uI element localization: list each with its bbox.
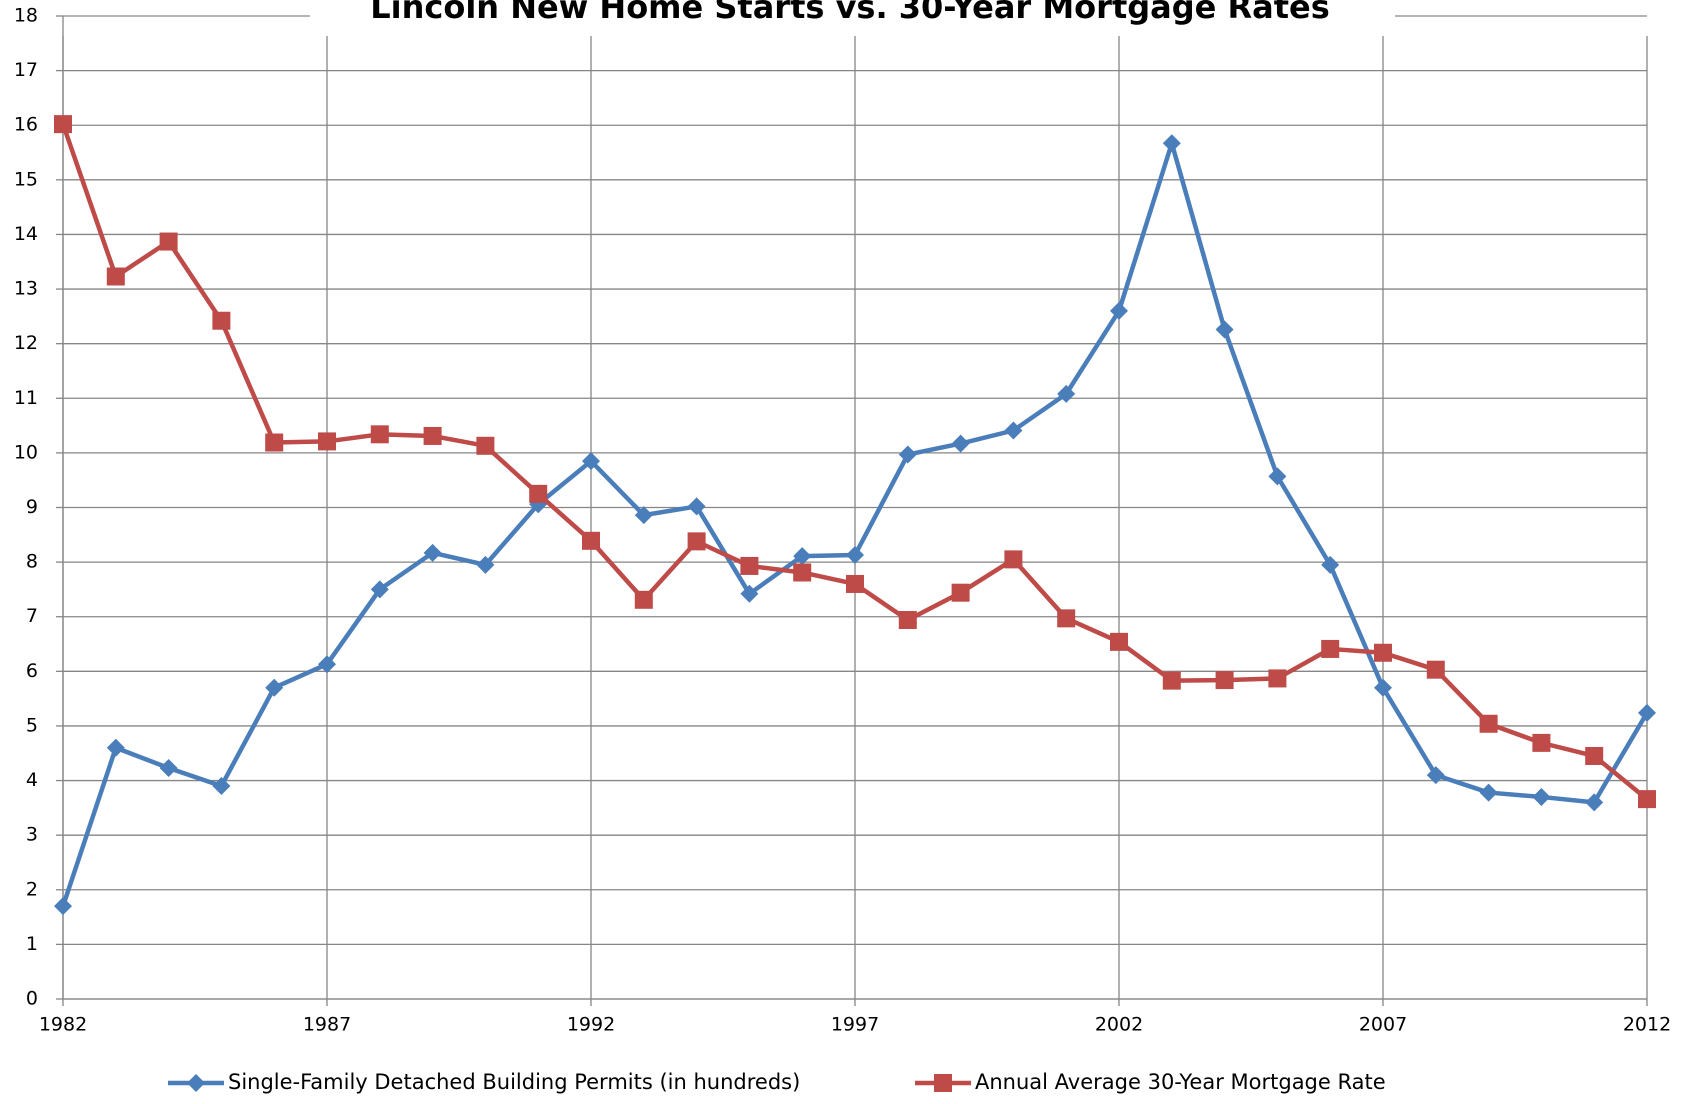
marker	[687, 497, 706, 516]
marker	[634, 590, 653, 609]
marker	[476, 436, 495, 455]
marker	[370, 580, 389, 599]
marker	[54, 897, 72, 916]
marker	[1057, 384, 1076, 403]
marker	[1268, 467, 1287, 486]
marker	[1532, 787, 1551, 806]
marker	[934, 1074, 952, 1092]
marker	[1004, 550, 1023, 569]
y-tick-label: 10	[14, 441, 38, 463]
marker	[1532, 733, 1551, 752]
marker	[370, 425, 389, 444]
marker	[1585, 793, 1604, 812]
y-tick-label: 17	[14, 59, 38, 81]
marker	[1162, 671, 1181, 690]
marker	[212, 311, 231, 330]
y-tick-label: 4	[26, 769, 38, 791]
marker	[793, 563, 812, 582]
marker	[265, 433, 284, 452]
marker	[1479, 783, 1498, 802]
y-tick-label: 8	[26, 551, 38, 573]
marker	[1374, 678, 1392, 697]
legend-label: Single-Family Detached Building Permits …	[228, 1070, 800, 1094]
y-tick-label: 5	[26, 714, 38, 736]
marker	[159, 232, 178, 251]
marker	[582, 531, 600, 550]
marker	[1479, 714, 1498, 733]
marker	[898, 610, 917, 629]
marker	[1638, 790, 1656, 809]
x-tick-label: 1997	[831, 1014, 879, 1036]
title-background	[310, 0, 1395, 27]
y-tick-label: 14	[14, 223, 38, 245]
y-tick-label: 18	[14, 5, 38, 27]
marker	[1321, 639, 1340, 658]
marker	[1110, 632, 1128, 651]
marker	[1374, 643, 1392, 662]
marker	[1426, 766, 1445, 785]
y-tick-label: 9	[26, 496, 38, 518]
marker	[187, 1074, 205, 1092]
y-tick-label: 11	[14, 387, 38, 409]
marker	[1268, 669, 1287, 688]
y-tick-label: 1	[26, 933, 38, 955]
marker	[951, 434, 970, 453]
marker	[1057, 609, 1076, 628]
marker	[1110, 301, 1128, 320]
marker	[582, 452, 600, 471]
y-tick-label: 0	[26, 988, 38, 1010]
x-tick-label: 2012	[1623, 1014, 1671, 1036]
y-tick-label: 12	[14, 332, 38, 354]
x-tick-label: 2002	[1095, 1014, 1143, 1036]
y-tick-label: 13	[14, 278, 38, 300]
marker	[1004, 421, 1023, 440]
marker	[106, 267, 125, 286]
marker	[212, 777, 231, 796]
y-tick-label: 2	[26, 878, 38, 900]
y-tick-label: 7	[26, 605, 38, 627]
x-tick-label: 1987	[303, 1014, 351, 1036]
y-tick-label: 6	[26, 660, 38, 682]
marker	[529, 484, 548, 503]
marker	[740, 584, 759, 603]
x-tick-label: 2007	[1359, 1014, 1407, 1036]
chart-title: Lincoln New Home Starts vs. 30-Year Mort…	[370, 0, 1330, 26]
x-tick-label: 1982	[39, 1014, 87, 1036]
y-tick-label: 16	[14, 114, 38, 136]
y-tick-label: 3	[26, 824, 38, 846]
marker	[1215, 320, 1234, 339]
marker	[1162, 134, 1181, 153]
marker	[898, 445, 917, 464]
marker	[476, 555, 495, 574]
marker	[1638, 703, 1656, 722]
marker	[423, 426, 442, 445]
marker	[846, 574, 864, 593]
marker	[159, 758, 178, 777]
marker	[318, 432, 336, 451]
marker	[54, 115, 72, 134]
marker	[1215, 671, 1234, 690]
marker	[423, 543, 442, 562]
marker	[1426, 660, 1445, 679]
marker	[318, 655, 336, 674]
marker	[265, 678, 284, 697]
marker	[740, 556, 759, 575]
marker	[846, 546, 864, 565]
marker	[634, 506, 653, 525]
marker	[951, 583, 970, 602]
x-tick-label: 1992	[567, 1014, 615, 1036]
y-tick-label: 15	[14, 168, 38, 190]
marker	[687, 532, 706, 551]
marker	[106, 738, 125, 757]
marker	[793, 547, 812, 566]
marker	[1321, 555, 1340, 574]
marker	[1585, 746, 1604, 765]
legend-label: Annual Average 30-Year Mortgage Rate	[975, 1070, 1386, 1094]
